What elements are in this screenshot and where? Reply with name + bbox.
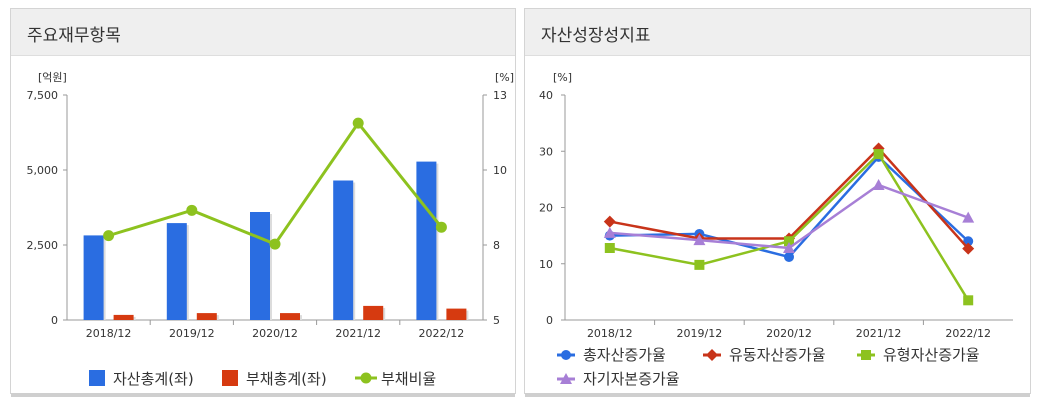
legend-label: 자산총계(좌): [113, 370, 194, 388]
line-point: [352, 117, 364, 129]
legend-label: 부채총계(좌): [246, 370, 327, 388]
legend-swatch: [222, 370, 238, 386]
panel-header: 주요재무항목: [11, 9, 515, 56]
panel-bottom-bar: [11, 393, 515, 397]
y-tick-label: 40: [539, 89, 553, 102]
x-tick-label: 2018/12: [86, 327, 132, 340]
line-point: [435, 221, 447, 233]
legend-label: 총자산증가율: [583, 346, 666, 364]
legend-swatch-marker: [706, 349, 718, 361]
line-point: [186, 204, 198, 216]
legend-label: 부채비율: [381, 370, 436, 388]
legend-swatch-marker: [560, 373, 572, 384]
line-point: [603, 215, 616, 228]
legend-label: 유동자산증가율: [729, 346, 826, 364]
bar: [363, 305, 384, 320]
line-point: [962, 242, 975, 255]
bar: [196, 313, 217, 320]
legend-swatch-marker: [561, 350, 571, 360]
legend-label: 자기자본증가율: [583, 370, 680, 388]
x-tick-label: 2020/12: [766, 327, 812, 340]
x-tick-label: 2019/12: [677, 327, 723, 340]
left-axis-unit: [억원]: [38, 71, 67, 84]
y-right-tick-label: 13: [493, 89, 507, 102]
line-point: [694, 259, 705, 270]
x-tick-label: 2021/12: [335, 327, 381, 340]
bar: [280, 313, 300, 320]
x-tick-label: 2022/12: [945, 327, 991, 340]
panel-title: 주요재무항목: [27, 26, 121, 46]
panel-bottom-bar: [525, 393, 1030, 397]
legend-swatch: [89, 370, 105, 386]
y-tick-label: 30: [539, 145, 553, 158]
y-tick-label: 0: [546, 314, 553, 327]
series-line: [609, 152, 970, 301]
line-point: [872, 179, 885, 190]
series-line: [108, 120, 443, 246]
line-point: [963, 295, 974, 306]
bar: [83, 235, 104, 320]
x-tick-label: 2019/12: [169, 327, 215, 340]
y-right-tick-label: 5: [493, 314, 500, 327]
x-tick-label: 2021/12: [856, 327, 902, 340]
panel-title: 자산성장성지표: [541, 26, 651, 46]
asset-growth-panel: 자산성장성지표 [%] 0 10 20 30 40 2018/12 2019/12 2020/1…: [524, 8, 1031, 397]
line-point: [963, 236, 974, 247]
financial-items-panel: 주요재무항목 [억원] [%] 0 2,500 5,000 7,500 5 8 10 13 2018…: [10, 8, 516, 397]
legend-swatch-marker: [360, 372, 372, 384]
asset-growth-chart: [%] 0 10 20 30 40 2018/12 2019/12 2020/12 2021/12…: [539, 71, 1013, 388]
bar: [250, 212, 270, 320]
bar: [333, 180, 354, 320]
legend-swatch-marker: [861, 350, 871, 360]
x-tick-label: 2020/12: [252, 327, 298, 340]
line-point: [604, 243, 615, 253]
legend-label: 유형자산증가율: [883, 346, 980, 364]
y-right-tick-label: 8: [493, 239, 500, 252]
line-point: [269, 238, 281, 250]
bar: [166, 223, 187, 320]
line-point: [103, 230, 115, 242]
line-point: [783, 242, 795, 253]
line-point: [873, 149, 884, 160]
financial-items-chart: [억원] [%] 0 2,500 5,000 7,500 5 8 10 13 2018/12 2019…: [27, 71, 515, 388]
line-point: [603, 226, 616, 238]
bar: [446, 308, 467, 320]
x-tick-label: 2018/12: [587, 327, 633, 340]
y-left-tick-label: 2,500: [27, 239, 59, 252]
line-point: [693, 234, 706, 246]
y-tick-label: 10: [539, 258, 553, 271]
line-point: [784, 252, 794, 262]
line-point: [962, 211, 975, 223]
right-axis-unit: [%]: [495, 71, 514, 84]
x-tick-label: 2022/12: [419, 327, 465, 340]
bar: [113, 314, 134, 320]
y-tick-label: 20: [539, 202, 553, 215]
y-left-tick-label: 0: [51, 314, 58, 327]
bar: [416, 161, 437, 320]
y-axis-unit: [%]: [553, 71, 572, 84]
line-point: [784, 236, 794, 247]
panel-header: 자산성장성지표: [525, 9, 1030, 56]
y-left-tick-label: 7,500: [27, 89, 59, 102]
y-right-tick-label: 10: [493, 164, 507, 177]
y-left-tick-label: 5,000: [27, 164, 59, 177]
